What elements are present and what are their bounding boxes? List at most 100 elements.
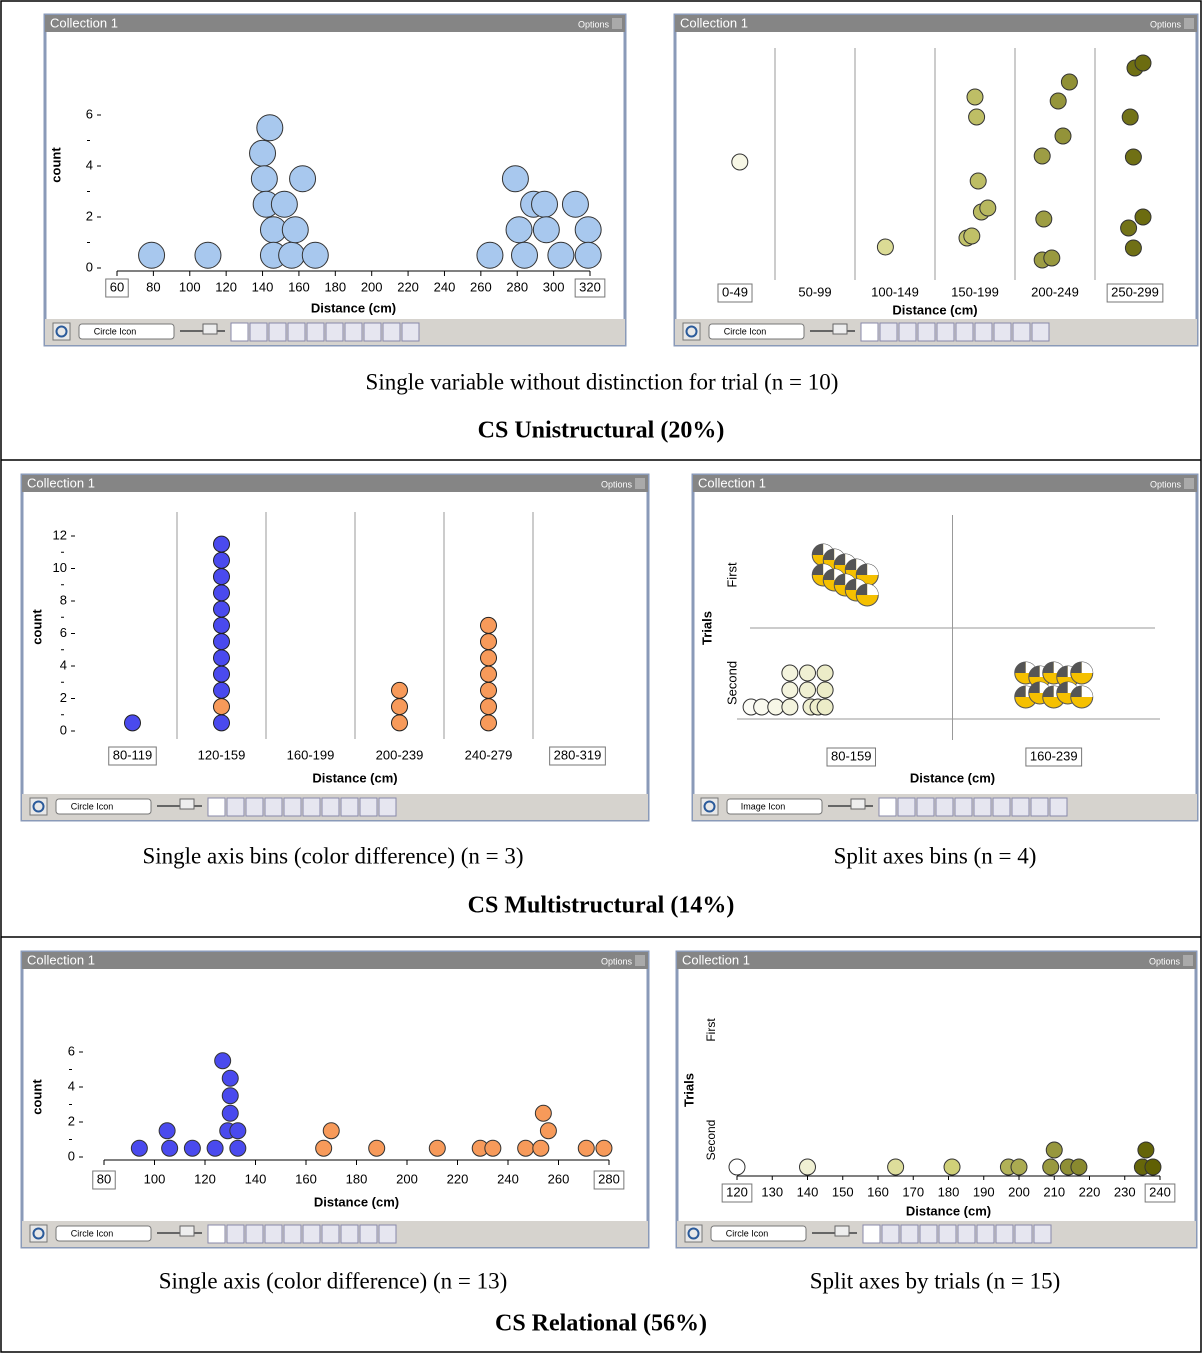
x-tick-label: 280: [598, 1171, 620, 1186]
icon-menu-label: Circle Icon: [726, 1228, 769, 1238]
tool-button[interactable]: [918, 323, 935, 341]
tool-button[interactable]: [322, 798, 339, 816]
tool-button[interactable]: [246, 798, 263, 816]
tool-button[interactable]: [341, 798, 358, 816]
x-tick-label: 100-149: [871, 284, 919, 299]
options-button[interactable]: Options: [578, 19, 610, 29]
data-dot: [481, 699, 497, 715]
tool-button[interactable]: [920, 1225, 937, 1243]
x-tick-label: 180: [938, 1184, 960, 1199]
slider-thumb[interactable]: [851, 799, 865, 809]
data-dot: [1071, 1159, 1087, 1175]
tool-button[interactable]: [996, 1225, 1013, 1243]
tool-button[interactable]: [303, 798, 320, 816]
tool-button[interactable]: [208, 798, 225, 816]
tool-button[interactable]: [901, 1225, 918, 1243]
tool-button[interactable]: [360, 1225, 377, 1243]
tool-button[interactable]: [1032, 323, 1049, 341]
tool-button[interactable]: [958, 1225, 975, 1243]
tool-button[interactable]: [880, 323, 897, 341]
tool-button[interactable]: [250, 323, 267, 341]
tool-button[interactable]: [284, 1225, 301, 1243]
tool-button[interactable]: [208, 1225, 225, 1243]
tool-button[interactable]: [360, 798, 377, 816]
image-icon: [856, 584, 878, 606]
x-axis-label: Distance (cm): [906, 1203, 991, 1218]
options-button[interactable]: Options: [1150, 19, 1182, 29]
options-button[interactable]: Options: [1149, 956, 1181, 966]
data-dot: [782, 682, 798, 698]
data-dot: [817, 682, 833, 698]
y-tick-label: 6: [68, 1043, 75, 1058]
x-axis-label: Distance (cm): [892, 302, 977, 317]
tool-button[interactable]: [288, 323, 305, 341]
tool-button[interactable]: [364, 323, 381, 341]
options-arrow-box: [1183, 955, 1193, 966]
tool-button[interactable]: [303, 1225, 320, 1243]
options-button[interactable]: Options: [601, 479, 633, 489]
tool-button[interactable]: [899, 323, 916, 341]
tool-button[interactable]: [994, 323, 1011, 341]
tool-button[interactable]: [898, 798, 915, 816]
tool-button[interactable]: [977, 1225, 994, 1243]
data-dot: [782, 699, 798, 715]
x-tick-label: 260: [548, 1171, 570, 1186]
tool-button[interactable]: [269, 323, 286, 341]
slider-thumb[interactable]: [835, 1226, 849, 1236]
slider-thumb[interactable]: [180, 799, 194, 809]
tool-button[interactable]: [341, 1225, 358, 1243]
tool-button[interactable]: [1012, 798, 1029, 816]
tool-button[interactable]: [975, 323, 992, 341]
tool-button[interactable]: [265, 1225, 282, 1243]
tool-button[interactable]: [345, 323, 362, 341]
tool-button[interactable]: [1034, 1225, 1051, 1243]
x-tick-label: 200: [361, 279, 383, 294]
tool-button[interactable]: [1015, 1225, 1032, 1243]
data-dot: [214, 552, 230, 568]
slider-thumb[interactable]: [203, 324, 217, 334]
tool-button[interactable]: [917, 798, 934, 816]
tool-button[interactable]: [227, 1225, 244, 1243]
tool-button[interactable]: [265, 798, 282, 816]
tool-button[interactable]: [227, 798, 244, 816]
tool-button[interactable]: [939, 1225, 956, 1243]
data-dot: [215, 1053, 231, 1069]
tool-button[interactable]: [379, 798, 396, 816]
tool-button[interactable]: [284, 798, 301, 816]
x-tick-label: 200: [1008, 1184, 1030, 1199]
slider-thumb[interactable]: [833, 324, 847, 334]
tool-button[interactable]: [307, 323, 324, 341]
data-dot: [1050, 93, 1066, 109]
tool-button[interactable]: [1013, 323, 1030, 341]
x-tick-label: 0-49: [722, 284, 748, 299]
tool-button[interactable]: [955, 798, 972, 816]
tool-button[interactable]: [379, 1225, 396, 1243]
tool-button[interactable]: [322, 1225, 339, 1243]
data-dot: [222, 1070, 238, 1086]
tool-button[interactable]: [861, 323, 878, 341]
data-dot: [1061, 74, 1077, 90]
tool-button[interactable]: [993, 798, 1010, 816]
options-button[interactable]: Options: [1150, 479, 1182, 489]
tool-button[interactable]: [1050, 798, 1067, 816]
tool-button[interactable]: [974, 798, 991, 816]
tool-button[interactable]: [246, 1225, 263, 1243]
tool-button[interactable]: [383, 323, 400, 341]
x-tick-label: 80: [97, 1171, 111, 1186]
tool-button[interactable]: [231, 323, 248, 341]
tool-button[interactable]: [863, 1225, 880, 1243]
data-dot: [162, 1140, 178, 1156]
tool-button[interactable]: [956, 323, 973, 341]
tool-button[interactable]: [936, 798, 953, 816]
tool-button[interactable]: [326, 323, 343, 341]
tool-button[interactable]: [882, 1225, 899, 1243]
y-tick-label: 0: [86, 259, 93, 274]
options-button[interactable]: Options: [601, 956, 633, 966]
tool-button[interactable]: [1031, 798, 1048, 816]
slider-thumb[interactable]: [180, 1226, 194, 1236]
tool-button[interactable]: [879, 798, 896, 816]
tool-button[interactable]: [937, 323, 954, 341]
tool-button[interactable]: [402, 323, 419, 341]
data-dot: [1125, 240, 1141, 256]
row-label: Second: [724, 661, 739, 705]
